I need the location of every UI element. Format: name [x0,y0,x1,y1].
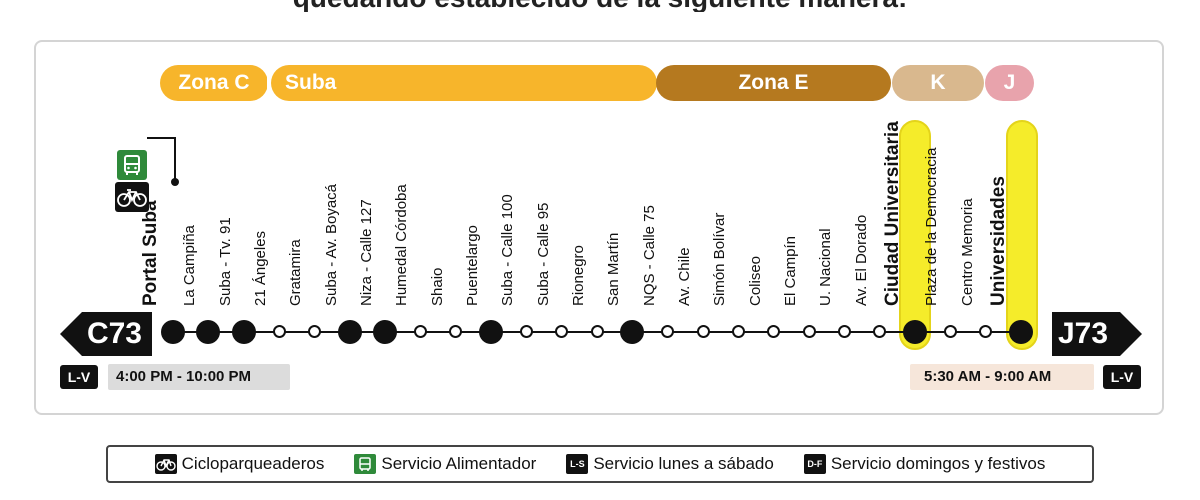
station-stop [590,325,604,338]
route-c73-arrow: C73 [60,312,152,356]
station-stop [519,325,533,338]
station-name: El Campín [782,235,799,306]
station-name: Plaza de la Democracia [923,147,941,306]
station-stop [903,320,927,344]
station-name: Puentelargo [464,225,481,306]
legend-label: Cicloparqueaderos [181,454,325,473]
header-partial-text: quedando establecido de la siguiente man… [0,0,1200,12]
station-stop [231,320,256,344]
connector-line [147,137,175,139]
station-stop [1009,320,1033,344]
zone-e-pill: Zona E [656,65,891,101]
station-stop [479,320,503,344]
legend-item-bike: Cicloparqueaderos [154,454,325,474]
station-stop [731,325,745,338]
days-badge-right: L-V [1103,365,1141,389]
zone-j-pill: J [985,65,1034,101]
zone-c-pill: Zona C [160,65,268,101]
station-stop [696,325,710,338]
highlight-universidades [1006,120,1038,350]
station-stop [661,325,675,338]
station-stop [449,325,463,338]
bicycle-icon [115,182,149,212]
station-name: Suba - Av. Boyacá [322,183,340,306]
zone-divider [267,63,271,103]
station-name: Suba - Calle 95 [534,202,552,306]
station-name: Humedal Córdoba [393,184,411,306]
station-name: Av. Chile [676,247,693,306]
legend-item-feeder: Servicio Alimentador [354,454,536,474]
bus-icon [354,454,377,474]
legend-label: Servicio Alimentador [381,454,537,473]
station-name: San Martín [605,232,623,306]
station-name: 21 Ángeles [252,230,269,306]
station-stop [337,320,362,344]
days-badge-left: L-V [60,365,98,389]
station-name: Av. El Dorado [852,214,870,306]
route-j73-arrow: J73 [1052,312,1142,356]
ls-badge-icon: L-S [566,454,589,474]
station-name: Centro Memoria [958,198,976,306]
station-stop [272,325,286,338]
station-name: Gratamira [287,239,305,306]
df-badge-icon: D-F [803,454,826,474]
station-name: U. Nacional [817,228,835,306]
station-name: Ciudad Universitaria [882,121,903,306]
station-name: Portal Suba [140,200,161,306]
connector-dot [171,178,179,186]
station-stop [837,325,851,338]
station-stop [943,325,957,338]
station-name: Coliseo [746,255,764,306]
legend-item-df: D-F Servicio domingos y festivos [803,454,1046,474]
bus-icon [117,150,147,180]
station-stop [307,325,321,338]
station-stop [767,325,781,338]
station-stop [161,320,185,344]
zone-k-pill: K [892,65,984,101]
legend-label: Servicio domingos y festivos [830,454,1046,473]
connector-line-vertical [174,137,176,181]
station-name: Universidades [988,176,1009,306]
station-name: Suba - Calle 100 [499,194,517,306]
zone-suba-pill: Suba [271,65,657,101]
station-stop [979,325,993,338]
bicycle-icon [154,454,177,474]
station-stop [373,320,397,344]
legend-item-ls: L-S Servicio lunes a sábado [566,454,774,474]
station-name: Shaio [428,267,446,306]
route-card [34,40,1164,415]
station-name: Rionegro [570,245,587,306]
station-name: Niza - Calle 127 [358,199,375,306]
station-name: NQS - Calle 75 [640,205,658,306]
station-stop [873,325,887,338]
station-name: Simón Bolívar [711,212,729,306]
station-name: La Campiña [181,225,199,306]
station-stop [413,325,427,338]
station-stop [196,320,221,344]
station-stop [555,325,569,338]
highlight-ciudad-universitaria [899,120,931,350]
station-stop [620,320,645,344]
schedule-left: 4:00 PM - 10:00 PM [108,364,290,390]
legend-label: Servicio lunes a sábado [593,454,774,473]
station-stop [802,325,816,338]
legend: Cicloparqueaderos Servicio Alimentador L… [106,445,1094,483]
schedule-right: 5:30 AM - 9:00 AM [910,364,1094,390]
station-name: Suba - Tv. 91 [216,217,234,306]
